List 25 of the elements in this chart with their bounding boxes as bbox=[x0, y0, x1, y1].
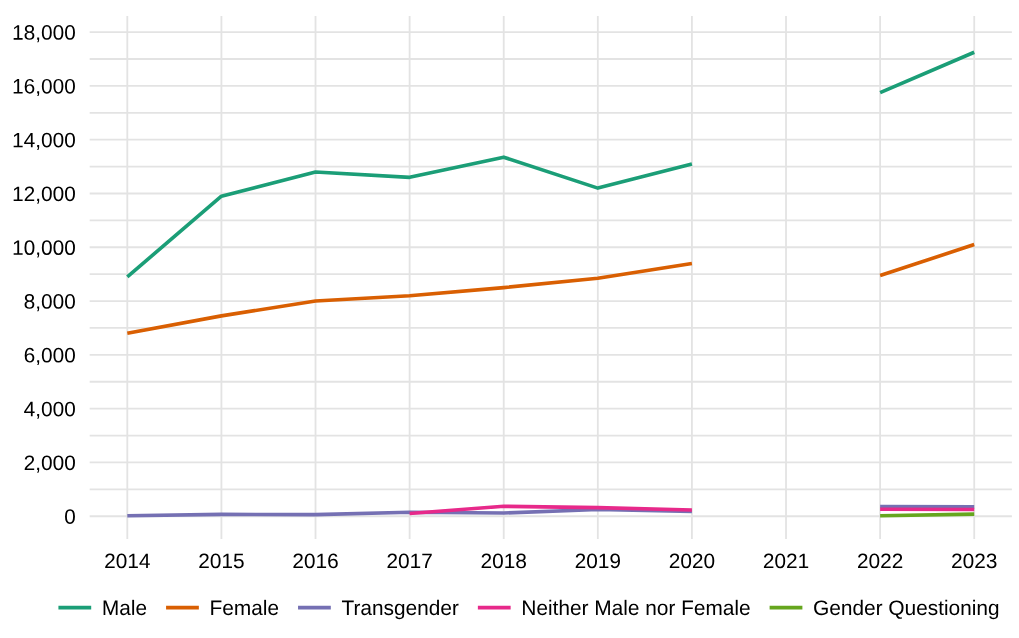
x-tick-label: 2019 bbox=[575, 553, 621, 569]
x-tick-label: 2017 bbox=[387, 553, 432, 569]
x-tick-label: 2018 bbox=[481, 553, 526, 569]
x-tick-label: 2014 bbox=[105, 553, 150, 569]
legend-label: Gender Questioning bbox=[814, 599, 999, 620]
y-tick-label: 8,000 bbox=[24, 294, 75, 312]
legend-label: Neither Male nor Female bbox=[523, 599, 750, 616]
x-tick-label: 2023 bbox=[952, 553, 997, 569]
x-tick-label: 2016 bbox=[293, 553, 338, 569]
legend-label: Female bbox=[211, 599, 279, 616]
x-tick-label: 2020 bbox=[669, 553, 715, 569]
y-tick-label: 10,000 bbox=[13, 240, 75, 258]
y-tick-label: 14,000 bbox=[13, 132, 75, 150]
y-tick-label: 2,000 bbox=[24, 455, 75, 473]
legend-label: Transgender bbox=[341, 599, 459, 620]
y-tick-label: 12,000 bbox=[13, 186, 75, 204]
x-tick-label: 2022 bbox=[858, 553, 903, 569]
y-tick-label: 6,000 bbox=[24, 347, 75, 366]
legend-label: Male bbox=[103, 599, 147, 616]
x-tick-label: 2021 bbox=[763, 553, 809, 569]
y-tick-label: 0 bbox=[65, 509, 75, 524]
y-tick-label: 4,000 bbox=[24, 401, 75, 419]
y-tick-label: 18,000 bbox=[13, 25, 75, 43]
y-tick-label: 16,000 bbox=[13, 78, 75, 97]
x-tick-label: 2015 bbox=[199, 553, 244, 569]
